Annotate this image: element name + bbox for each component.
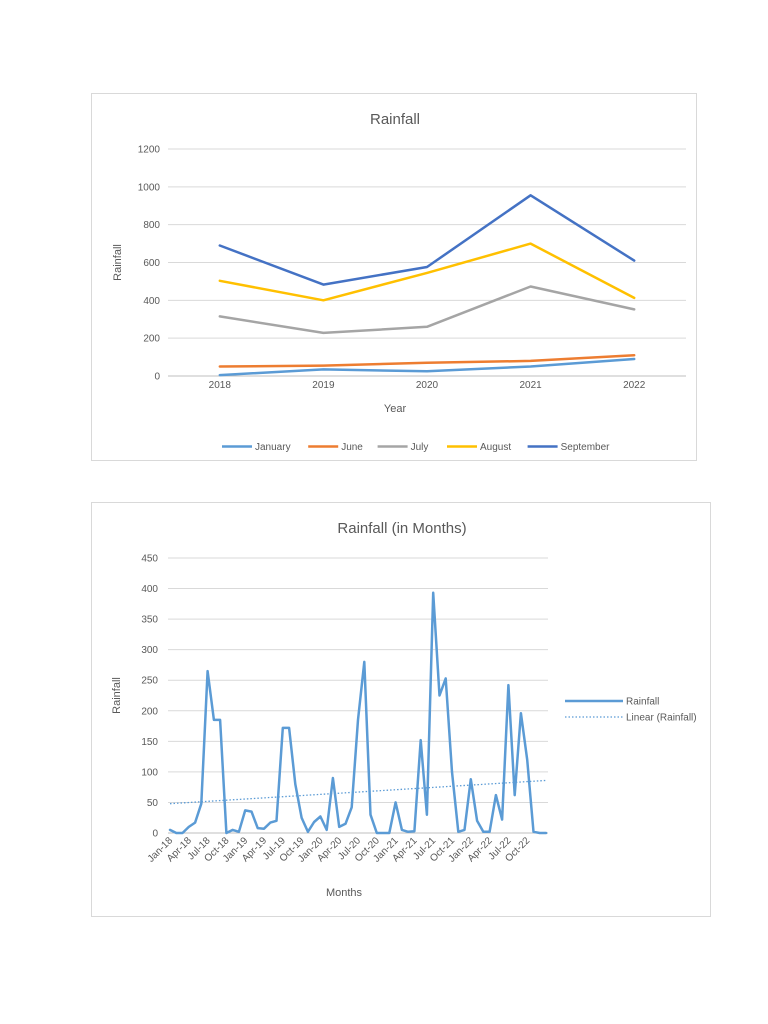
y-tick-label: 600 [143, 258, 160, 269]
y-tick-label: 50 [147, 798, 159, 809]
series-line-january [218, 357, 636, 377]
legend-label-rainfall: Rainfall [626, 697, 659, 708]
rainfall-monthly-svg: Rainfall (in Months) 0 50 100 150 200 250 300 35… [111, 520, 697, 899]
y-tick-label: 200 [141, 706, 158, 717]
y-tick-label: 300 [141, 645, 158, 656]
rainfall-yearly-chart: Rainfall 0 200 400 600 800 1000 1200 2018 2019 202… [91, 93, 697, 461]
x-tick-label: 2019 [312, 380, 335, 391]
x-axis-label: Year [384, 403, 407, 415]
series-line-june [218, 353, 636, 368]
series-line-rainfall [168, 591, 548, 835]
y-tick-label: 0 [152, 829, 158, 840]
rainfall-monthly-chart: Rainfall (in Months) 0 50 100 150 200 250 300 35… [91, 502, 711, 917]
y-tick-label: 800 [143, 220, 160, 231]
legend-label-january: January [255, 442, 291, 453]
x-tick-label: 2018 [209, 380, 232, 391]
legend-label-linear-rainfall: Linear (Rainfall) [626, 713, 697, 724]
legend-label-july: July [411, 442, 429, 453]
y-tick-label: 100 [141, 767, 158, 778]
x-tick-label: 2022 [623, 380, 646, 391]
y-tick-label: 250 [141, 676, 158, 687]
y-axis-label: Rainfall [111, 677, 123, 714]
rainfall-yearly-svg: Rainfall 0 200 400 600 800 1000 1200 2018 2019 202… [112, 111, 686, 453]
x-tick-label: 2021 [519, 380, 542, 391]
trendline-linear-rainfall [169, 779, 547, 805]
y-tick-label: 400 [141, 584, 158, 595]
y-tick-label: 350 [141, 615, 158, 626]
series-line-september [218, 194, 636, 286]
y-tick-label: 450 [141, 554, 158, 565]
y-tick-label: 1200 [138, 145, 161, 156]
y-tick-label: 200 [143, 334, 160, 345]
y-axis-label: Rainfall [112, 244, 124, 281]
legend-label-september: September [561, 442, 611, 453]
y-tick-label: 150 [141, 737, 158, 748]
y-tick-label: 400 [143, 296, 160, 307]
legend-label-june: June [341, 442, 363, 453]
legend-label-august: August [480, 442, 511, 453]
series-line-july [218, 285, 636, 335]
x-axis-label: Months [326, 887, 363, 899]
y-tick-label: 1000 [138, 182, 161, 193]
chart-title: Rainfall [370, 111, 420, 128]
chart-title: Rainfall (in Months) [337, 520, 466, 537]
series-line-august [218, 242, 636, 302]
y-tick-label: 0 [154, 372, 160, 383]
x-tick-label: 2020 [416, 380, 439, 391]
